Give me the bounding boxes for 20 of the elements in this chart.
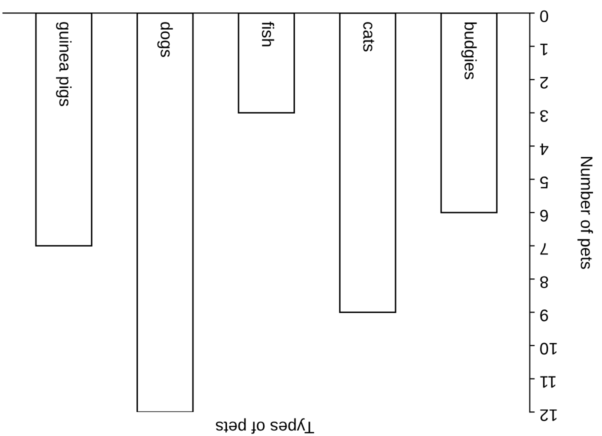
- x-tick-label: cats: [363, 22, 374, 52]
- y-tick-label: 6: [540, 210, 548, 222]
- y-tick-label: 11: [540, 376, 556, 388]
- y-tick-label: 7: [540, 243, 548, 255]
- y-tick-label: 4: [540, 143, 548, 155]
- x-axis-title: Types of pets: [216, 418, 314, 434]
- y-tick-label: 3: [540, 110, 548, 122]
- x-tick-label: budgies: [461, 22, 477, 80]
- x-tick-label: dogs: [157, 22, 173, 57]
- y-tick-label: 9: [540, 310, 548, 322]
- y-tick-label: 0: [540, 10, 548, 22]
- x-tick-label: fish: [262, 22, 274, 46]
- y-tick-label: 2: [540, 76, 548, 89]
- y-axis-title: Number of pets: [577, 156, 593, 269]
- y-tick-label: 5: [540, 176, 548, 188]
- y-tick-label: 1: [540, 44, 548, 56]
- x-tick-label: guinea pigs: [56, 22, 72, 106]
- y-tick-label: 12: [540, 409, 557, 422]
- y-tick-label: 10: [540, 342, 557, 355]
- y-tick-label: 8: [540, 276, 548, 288]
